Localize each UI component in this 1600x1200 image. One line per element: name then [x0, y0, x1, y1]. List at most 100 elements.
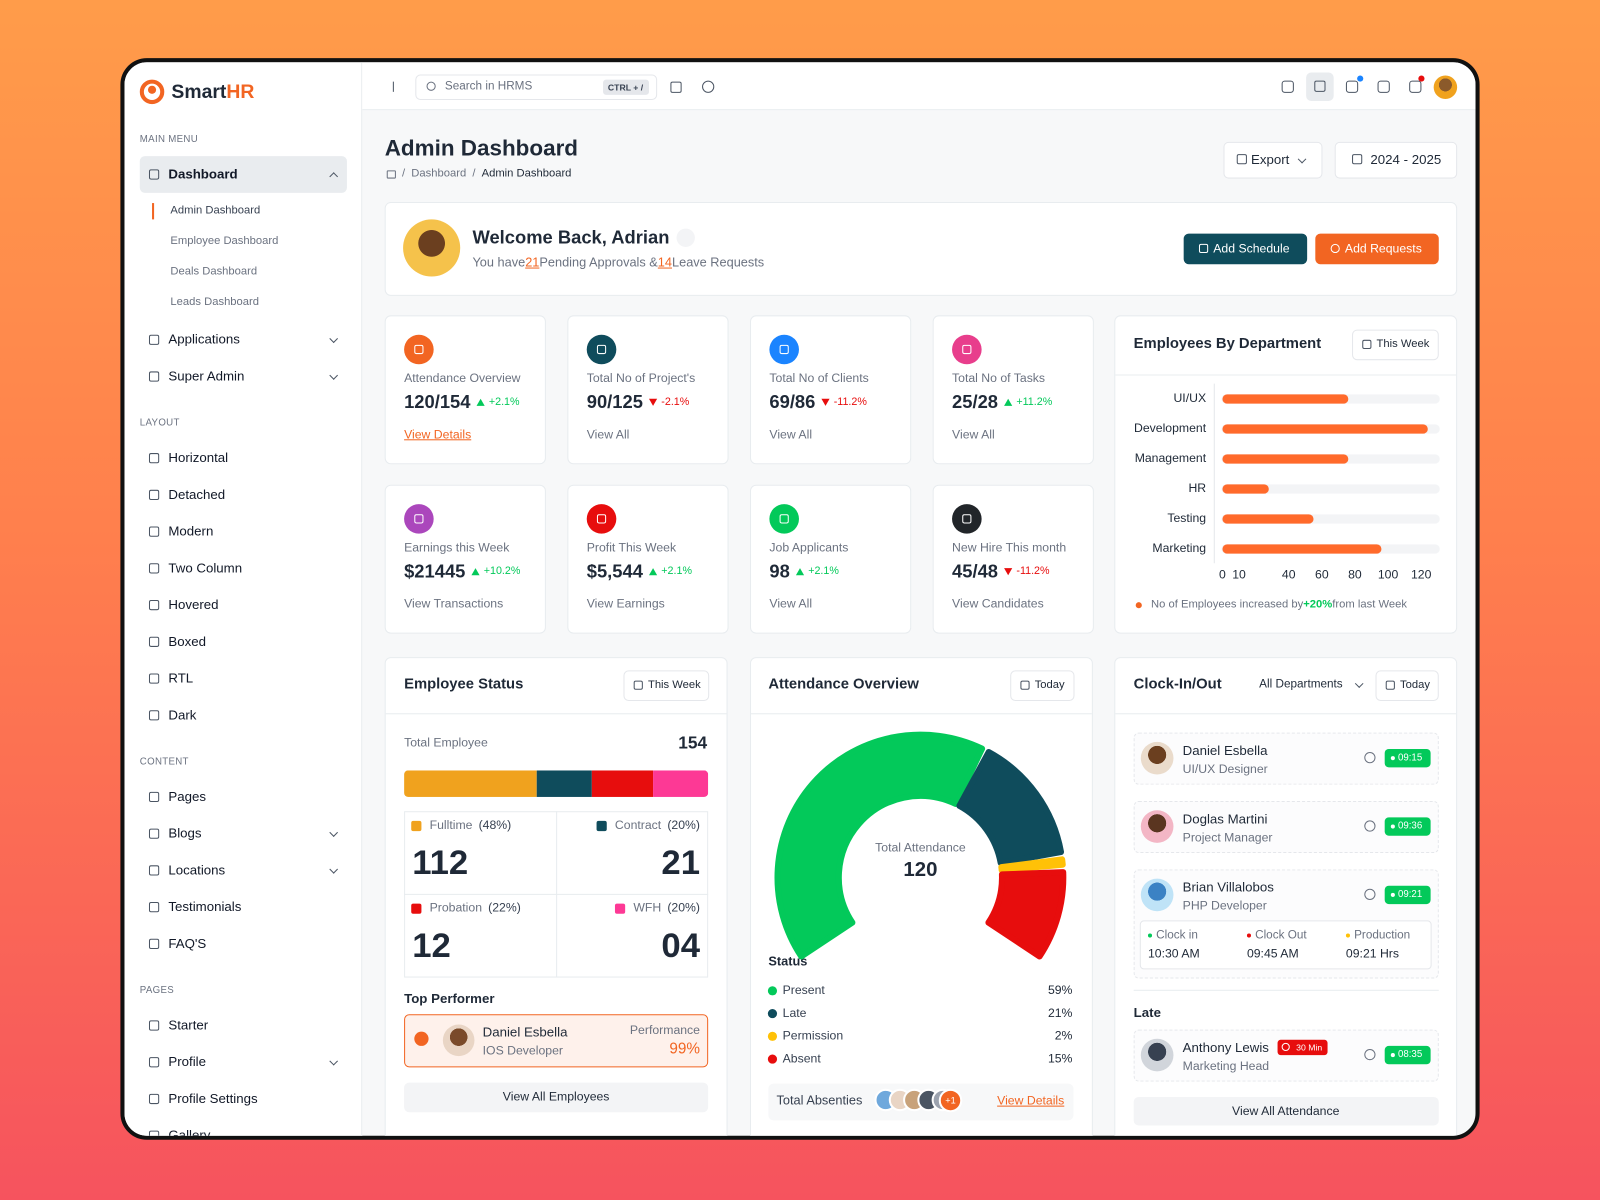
text: from last Week — [1332, 598, 1407, 611]
export-button[interactable] — [1223, 141, 1323, 179]
department-dropdown[interactable]: All Departments — [1259, 678, 1343, 691]
icon — [148, 673, 160, 684]
department-note: No of Employees increased by +20% from l… — [1135, 598, 1407, 612]
divider — [1115, 713, 1457, 715]
submenu-item[interactable]: Deals Dashboard — [170, 265, 258, 278]
person-name: Doglas Martini — [1182, 811, 1268, 827]
stat-value: $21445 — [404, 560, 466, 582]
stat-value-row: 90/125 -2.1% — [587, 391, 690, 414]
stat-change: -2.1% — [661, 395, 690, 408]
menu-item[interactable] — [139, 156, 347, 193]
menu-heading: PAGES — [139, 984, 175, 996]
time-dot — [1390, 892, 1395, 897]
stat-value-row: 25/28 +11.2% — [952, 391, 1052, 414]
search-placeholder: Search in HRMS — [444, 80, 533, 93]
card-title: Clock-In/Out — [1133, 676, 1222, 693]
clock-icon — [1364, 820, 1376, 832]
stat-link[interactable]: View Transactions — [404, 596, 504, 611]
detail-value: 10:30 AM — [1147, 946, 1200, 961]
card-title: Attendance Overview — [768, 676, 919, 693]
settings-icon[interactable] — [702, 80, 715, 93]
icon[interactable] — [1345, 80, 1359, 93]
stat-change: +2.1% — [488, 395, 520, 408]
user-avatar[interactable] — [1433, 75, 1458, 99]
icon — [633, 680, 643, 690]
view-all-button[interactable] — [404, 1082, 709, 1113]
more-count: +1 — [945, 1095, 956, 1106]
menu-label: Modern — [168, 523, 214, 539]
trend-arrow — [1004, 398, 1013, 406]
stat-value-row: 69/86 -11.2% — [769, 391, 866, 414]
menu-label: FAQ'S — [168, 935, 207, 951]
brand-name: Smart — [171, 81, 227, 104]
performer-role: IOS Developer — [482, 1043, 563, 1058]
stat-value-row: 120/154 +2.1% — [404, 391, 519, 414]
logo-icon-dot — [147, 85, 157, 94]
action-button[interactable] — [1183, 233, 1308, 265]
time-label: 09:15 — [1397, 752, 1423, 764]
view-details-link[interactable]: View Details — [997, 1093, 1065, 1108]
stat-change: +11.2% — [1016, 395, 1053, 408]
submenu-item[interactable]: Admin Dashboard — [170, 204, 261, 217]
search-box[interactable] — [415, 74, 658, 100]
breadcrumb-current: Admin Dashboard — [481, 167, 572, 180]
divider — [385, 713, 727, 715]
page-title: Admin Dashboard — [384, 134, 579, 161]
detail-label: Clock in — [1156, 929, 1198, 942]
detail-label-row: Clock in — [1147, 928, 1198, 943]
stat-link[interactable]: View All — [769, 596, 813, 611]
menu-label: Pages — [168, 788, 206, 804]
icon[interactable] — [1409, 80, 1422, 93]
stat-link[interactable]: View Earnings — [586, 596, 665, 611]
stat-label: New Hire This month — [952, 540, 1067, 555]
period-button[interactable] — [1334, 141, 1458, 179]
edit-icon[interactable] — [676, 228, 695, 247]
submenu-item[interactable]: Leads Dashboard — [170, 296, 260, 309]
icon — [148, 489, 160, 500]
gauge-value: 120 — [903, 858, 938, 882]
button-label: Export — [1251, 151, 1290, 168]
menu-heading: MAIN MENU — [139, 133, 199, 145]
stat-icon — [769, 334, 799, 365]
highlight-count: 14 — [657, 255, 673, 270]
menu-label: Hovered — [168, 596, 219, 613]
stat-link[interactable]: View All — [952, 427, 995, 442]
stat-link[interactable]: View All — [769, 427, 813, 442]
stat-icon — [952, 334, 982, 365]
icon — [148, 169, 160, 180]
sidebar — [124, 62, 363, 1136]
icon[interactable] — [1281, 80, 1294, 93]
logo-icon — [139, 79, 165, 105]
icon[interactable] — [1377, 80, 1390, 93]
view-all-button[interactable] — [1133, 1096, 1439, 1126]
detail-dot — [1246, 933, 1252, 938]
icon[interactable] — [670, 81, 682, 93]
header-active-bg[interactable] — [1306, 72, 1334, 102]
stat-label: Job Applicants — [769, 540, 849, 555]
performance-value: 99% — [669, 1040, 700, 1058]
card-title: Employee Status — [404, 676, 524, 693]
status-bar — [404, 770, 709, 797]
icon — [148, 902, 160, 913]
breadcrumb-link[interactable]: Dashboard — [411, 167, 467, 180]
filter-button[interactable] — [623, 670, 710, 702]
menu-label: Boxed — [168, 633, 206, 649]
stat-card — [749, 484, 912, 634]
button-icon — [1330, 243, 1340, 254]
brand-accent: HR — [226, 81, 255, 104]
divider — [1115, 374, 1457, 376]
card-title: Employees By Department — [1133, 335, 1322, 352]
person-name: Anthony Lewis — [1182, 1039, 1269, 1055]
stat-link[interactable]: View Details — [404, 427, 472, 442]
menu-label: Profile — [168, 1053, 206, 1070]
person-avatar — [1140, 878, 1174, 912]
submenu-item[interactable]: Employee Dashboard — [170, 234, 279, 248]
stat-link[interactable]: View Candidates — [952, 596, 1044, 611]
stat-icon-glyph — [596, 514, 607, 524]
stat-link[interactable]: View All — [586, 427, 630, 442]
filter-button[interactable] — [1352, 329, 1439, 361]
clock-icon — [1364, 1048, 1376, 1061]
stat-change: -11.2% — [1016, 564, 1050, 577]
trend-arrow — [471, 567, 480, 575]
